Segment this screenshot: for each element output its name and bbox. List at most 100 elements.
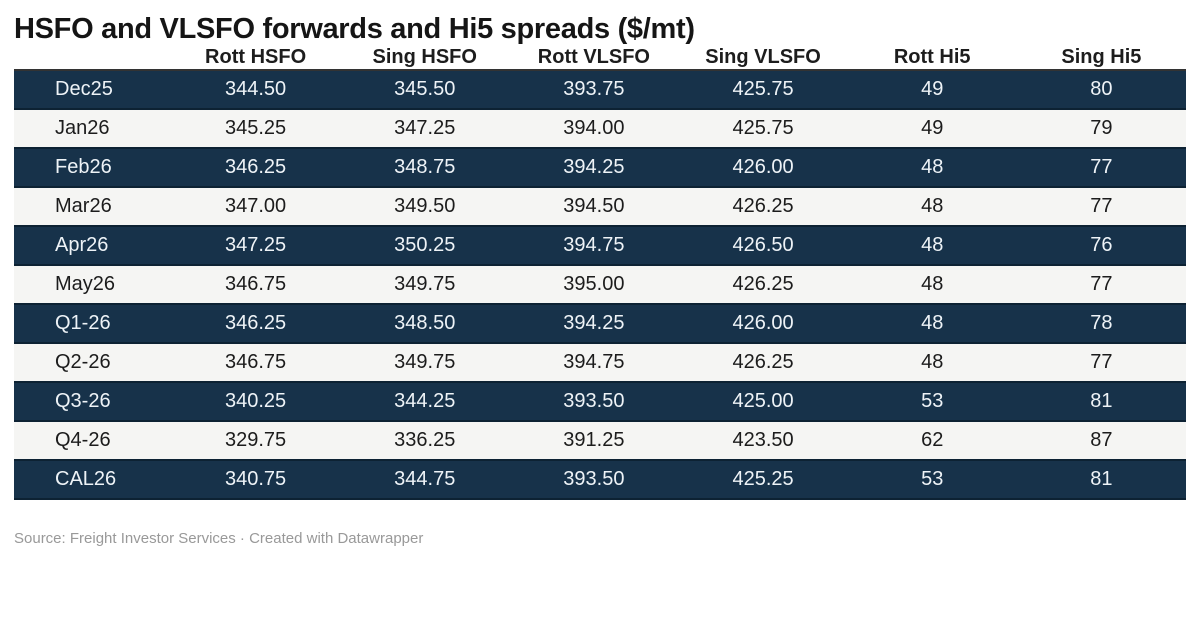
cell-value: 340.25: [224, 390, 287, 412]
table-row: Feb26 346.25 348.75 394.25 426.00 48 77: [14, 148, 1186, 187]
cell-value: 53: [921, 390, 944, 412]
cell-value: 349.75: [394, 273, 456, 295]
cell-value: 87: [1090, 429, 1113, 451]
cell-value: 425.75: [732, 78, 794, 100]
cell-value: 426.25: [732, 351, 794, 373]
cell-value: 346.25: [224, 312, 287, 334]
cell-value: 347.25: [224, 234, 287, 256]
cell-value: 48: [921, 312, 944, 334]
cell-value: 344.25: [394, 390, 456, 412]
cell-value: 347.00: [224, 195, 287, 217]
row-label: Apr26: [55, 234, 109, 256]
cell-value: 346.25: [224, 156, 287, 178]
cell-value: 344.75: [394, 468, 456, 490]
col-header: Sing VLSFO: [678, 46, 848, 71]
cell-value: 347.25: [394, 117, 456, 139]
col-header: Sing HSFO: [340, 46, 510, 71]
row-label: May26: [55, 273, 116, 295]
row-label: Q1-26: [55, 312, 111, 334]
table-row: CAL26 340.75 344.75 393.50 425.25 53 81: [14, 460, 1186, 499]
table-row: Q4-26 329.75 336.25 391.25 423.50 62 87: [14, 421, 1186, 460]
cell-value: 393.50: [563, 390, 625, 412]
table-row: Dec25 344.50 345.50 393.75 425.75 49 80: [14, 70, 1186, 109]
cell-value: 48: [921, 273, 944, 295]
table-row: May26 346.75 349.75 395.00 426.25 48 77: [14, 265, 1186, 304]
cell-value: 345.25: [224, 117, 287, 139]
cell-value: 426.25: [732, 195, 794, 217]
cell-value: 81: [1090, 390, 1113, 412]
cell-value: 393.50: [563, 468, 625, 490]
table-row: Apr26 347.25 350.25 394.75 426.50 48 76: [14, 226, 1186, 265]
cell-value: 77: [1090, 195, 1113, 217]
row-label: Q2-26: [55, 351, 111, 373]
table-row: Q1-26 346.25 348.50 394.25 426.00 48 78: [14, 304, 1186, 343]
cell-value: 350.25: [394, 234, 456, 256]
row-label: CAL26: [55, 468, 117, 490]
cell-value: 426.25: [732, 273, 794, 295]
cell-value: 336.25: [394, 429, 456, 451]
table-row: Mar26 347.00 349.50 394.50 426.25 48 77: [14, 187, 1186, 226]
cell-value: 425.25: [732, 468, 794, 490]
cell-value: 346.75: [224, 273, 287, 295]
chart-title: HSFO and VLSFO forwards and Hi5 spreads …: [14, 13, 695, 45]
cell-value: 344.50: [224, 78, 287, 100]
cell-value: 48: [921, 234, 944, 256]
cell-value: 348.50: [394, 312, 456, 334]
cell-value: 425.00: [732, 390, 794, 412]
cell-value: 77: [1090, 273, 1113, 295]
cell-value: 81: [1090, 468, 1113, 490]
cell-value: 345.50: [394, 78, 456, 100]
cell-value: 349.75: [394, 351, 456, 373]
cell-value: 391.25: [563, 429, 625, 451]
cell-value: 62: [921, 429, 944, 451]
table-row: Jan26 345.25 347.25 394.00 425.75 49 79: [14, 109, 1186, 148]
cell-value: 425.75: [732, 117, 794, 139]
cell-value: 349.50: [394, 195, 456, 217]
table-header: Rott HSFO Sing HSFO Rott VLSFO Sing VLSFO Ro…: [14, 46, 1186, 71]
cell-value: 394.75: [563, 234, 625, 256]
col-header: Sing Hi5: [1016, 46, 1186, 71]
cell-value: 394.25: [563, 156, 625, 178]
table-row: Q2-26 346.75 349.75 394.75 426.25 48 77: [14, 343, 1186, 382]
cell-value: 346.75: [224, 351, 287, 373]
cell-value: 426.00: [732, 156, 794, 178]
source-text: Source: Freight Investor Services · Crea…: [14, 530, 424, 547]
cell-value: 48: [921, 351, 944, 373]
table-body: Dec25 344.50 345.50 393.75 425.75 49 80 Jan26 34…: [14, 70, 1186, 499]
cell-value: 426.50: [732, 234, 794, 256]
cell-value: 48: [921, 195, 944, 217]
row-label: Jan26: [55, 117, 110, 139]
cell-value: 49: [921, 78, 944, 100]
row-label: Mar26: [55, 195, 112, 217]
col-header-blank: [14, 46, 171, 71]
cell-value: 395.00: [563, 273, 625, 295]
cell-value: 329.75: [224, 429, 287, 451]
cell-value: 423.50: [732, 429, 794, 451]
forwards-table: Rott HSFO Sing HSFO Rott VLSFO Sing VLSFO Ro…: [14, 46, 1186, 500]
header-row: Rott HSFO Sing HSFO Rott VLSFO Sing VLSFO Ro…: [14, 46, 1186, 71]
cell-value: 348.75: [394, 156, 456, 178]
row-label: Dec25: [55, 78, 113, 100]
cell-value: 394.25: [563, 312, 625, 334]
row-label: Feb26: [55, 156, 112, 178]
source-note: Source: Freight Investor Services · Crea…: [14, 530, 1186, 547]
cell-value: 79: [1090, 117, 1113, 139]
cell-value: 426.00: [732, 312, 794, 334]
cell-value: 78: [1090, 312, 1113, 334]
col-header: Rott HSFO: [171, 46, 341, 71]
cell-value: 77: [1090, 156, 1113, 178]
cell-value: 53: [921, 468, 944, 490]
col-header: Rott Hi5: [847, 46, 1017, 71]
cell-value: 394.75: [563, 351, 625, 373]
cell-value: 340.75: [224, 468, 287, 490]
cell-value: 76: [1090, 234, 1113, 256]
cell-value: 80: [1090, 78, 1113, 100]
cell-value: 394.00: [563, 117, 625, 139]
cell-value: 394.50: [563, 195, 625, 217]
row-label: Q4-26: [55, 429, 111, 451]
col-header: Rott VLSFO: [509, 46, 679, 71]
cell-value: 49: [921, 117, 944, 139]
row-label: Q3-26: [55, 390, 111, 412]
table-row: Q3-26 340.25 344.25 393.50 425.00 53 81: [14, 382, 1186, 421]
cell-value: 393.75: [563, 78, 625, 100]
